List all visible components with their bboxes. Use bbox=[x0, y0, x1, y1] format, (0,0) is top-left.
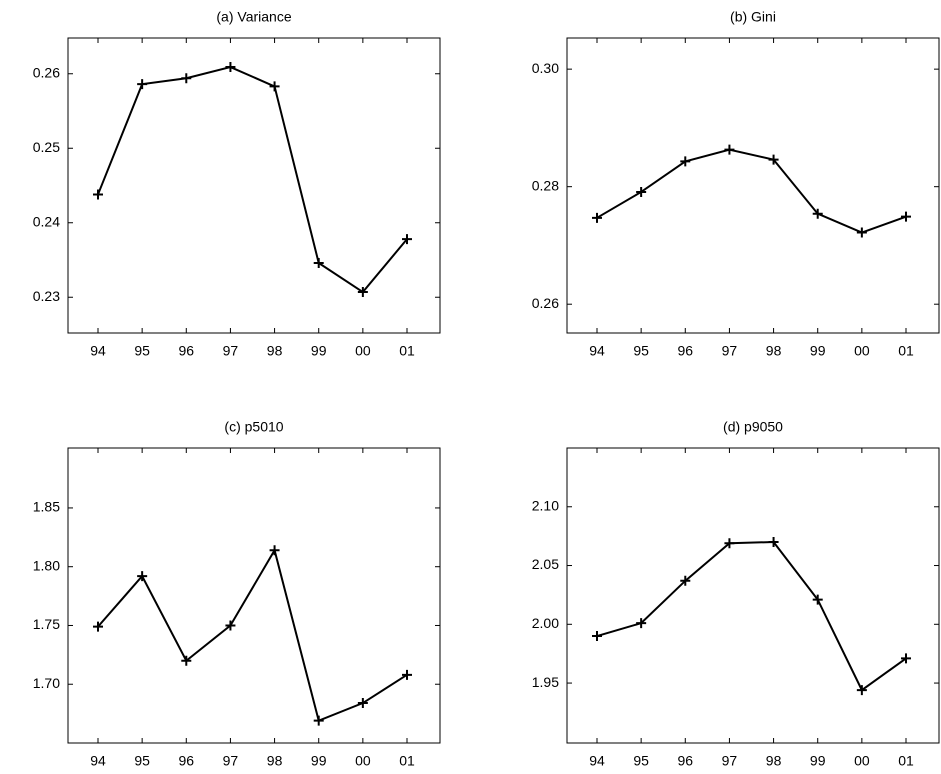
y-tick-label: 0.24 bbox=[33, 213, 60, 229]
x-tick-label: 95 bbox=[633, 753, 649, 769]
y-tick-label: 1.95 bbox=[532, 674, 559, 690]
x-tick-label: 96 bbox=[677, 753, 693, 769]
y-tick-label: 0.26 bbox=[532, 295, 559, 311]
x-tick-label: 99 bbox=[311, 753, 327, 769]
marker bbox=[402, 234, 412, 245]
x-tick-label: 94 bbox=[589, 753, 605, 769]
marker bbox=[137, 79, 148, 90]
marker bbox=[636, 618, 647, 629]
x-tick-label: 98 bbox=[766, 343, 782, 359]
y-tick-label: 2.10 bbox=[532, 497, 559, 513]
x-tick-label: 94 bbox=[90, 343, 106, 359]
data-line bbox=[596, 148, 907, 234]
x-tick-label: 01 bbox=[399, 753, 415, 769]
marker bbox=[592, 212, 602, 223]
chart-title: (c) p5010 bbox=[224, 419, 283, 435]
marker bbox=[636, 186, 647, 197]
x-tick-label: 96 bbox=[178, 343, 194, 359]
marker bbox=[181, 73, 192, 84]
x-tick-label: 95 bbox=[134, 343, 150, 359]
x-tick-label: 01 bbox=[898, 753, 914, 769]
data-line bbox=[596, 541, 907, 692]
marker bbox=[225, 620, 236, 631]
marker bbox=[856, 227, 867, 238]
x-tick-label: 98 bbox=[267, 343, 283, 359]
marker bbox=[901, 211, 911, 222]
data-line bbox=[97, 547, 408, 723]
y-tick-label: 1.75 bbox=[33, 616, 60, 632]
data-line bbox=[97, 65, 408, 294]
x-tick-label: 97 bbox=[722, 753, 738, 769]
x-tick-label: 00 bbox=[355, 343, 371, 359]
plot-frame bbox=[566, 447, 940, 744]
marker bbox=[313, 715, 324, 726]
chart-title: (a) Variance bbox=[216, 9, 291, 25]
x-tick-label: 01 bbox=[898, 343, 914, 359]
x-tick-label: 94 bbox=[90, 753, 106, 769]
marker bbox=[93, 621, 103, 632]
marker bbox=[768, 154, 779, 165]
plot-frame bbox=[67, 447, 441, 744]
x-tick-label: 96 bbox=[677, 343, 693, 359]
marker bbox=[313, 257, 324, 268]
x-tick-label: 97 bbox=[223, 753, 239, 769]
x-tick-label: 00 bbox=[355, 753, 371, 769]
x-tick-label: 95 bbox=[633, 343, 649, 359]
marker bbox=[680, 156, 691, 167]
y-tick-label: 0.26 bbox=[33, 64, 60, 80]
marker bbox=[93, 189, 103, 200]
marker bbox=[901, 653, 911, 664]
y-tick-label: 0.28 bbox=[532, 177, 559, 193]
y-tick-label: 1.80 bbox=[33, 557, 60, 573]
y-tick-label: 1.85 bbox=[33, 499, 60, 515]
chart-title: (b) Gini bbox=[730, 9, 776, 25]
x-tick-label: 98 bbox=[766, 753, 782, 769]
chart-title: (d) p9050 bbox=[723, 419, 783, 435]
y-tick-label: 2.00 bbox=[532, 615, 559, 631]
x-tick-label: 99 bbox=[810, 753, 826, 769]
x-tick-label: 00 bbox=[854, 753, 870, 769]
marker bbox=[856, 685, 867, 696]
marker bbox=[181, 655, 192, 666]
marker bbox=[269, 81, 280, 92]
x-tick-label: 99 bbox=[311, 343, 327, 359]
marker bbox=[357, 698, 368, 709]
y-tick-label: 0.23 bbox=[33, 288, 60, 304]
marker bbox=[269, 545, 280, 556]
marker bbox=[137, 571, 148, 582]
x-tick-label: 97 bbox=[223, 343, 239, 359]
plot-frame bbox=[566, 37, 940, 334]
marker bbox=[724, 144, 735, 155]
y-tick-label: 0.25 bbox=[33, 139, 60, 155]
marker bbox=[812, 208, 823, 219]
plot-frame bbox=[67, 37, 441, 334]
y-tick-label: 0.30 bbox=[532, 60, 559, 76]
x-tick-label: 98 bbox=[267, 753, 283, 769]
marker bbox=[768, 537, 779, 548]
x-tick-label: 97 bbox=[722, 343, 738, 359]
marker bbox=[812, 594, 823, 605]
x-tick-label: 94 bbox=[589, 343, 605, 359]
marker bbox=[680, 575, 691, 586]
y-tick-label: 1.70 bbox=[33, 675, 60, 691]
marker bbox=[357, 287, 368, 298]
marker bbox=[724, 538, 735, 549]
marker bbox=[402, 669, 412, 680]
x-tick-label: 95 bbox=[134, 753, 150, 769]
marker bbox=[225, 62, 236, 73]
x-tick-label: 01 bbox=[399, 343, 415, 359]
x-tick-label: 00 bbox=[854, 343, 870, 359]
x-tick-label: 96 bbox=[178, 753, 194, 769]
y-tick-label: 2.05 bbox=[532, 556, 559, 572]
x-tick-label: 99 bbox=[810, 343, 826, 359]
marker bbox=[592, 631, 602, 642]
